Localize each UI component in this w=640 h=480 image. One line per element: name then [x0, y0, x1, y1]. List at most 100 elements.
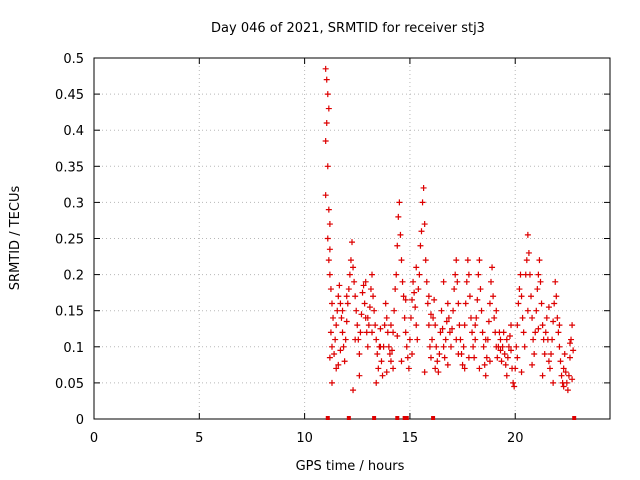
- data-point: [324, 163, 331, 170]
- data-point: [460, 343, 467, 350]
- data-point: [328, 379, 335, 386]
- data-point: [455, 351, 462, 358]
- data-point: [498, 358, 505, 365]
- data-point: [549, 336, 556, 343]
- data-point: [463, 278, 470, 285]
- data-point: [535, 325, 542, 332]
- data-point: [395, 213, 402, 220]
- data-point: [558, 372, 565, 379]
- data-point: [445, 314, 452, 321]
- data-point: [418, 228, 425, 235]
- data-point: [366, 304, 373, 311]
- data-point: [491, 314, 498, 321]
- data-point: [326, 354, 333, 361]
- data-point: [564, 387, 571, 394]
- data-point: [430, 314, 437, 321]
- data-point: [545, 304, 552, 311]
- data-point: [519, 314, 526, 321]
- data-point: [429, 336, 436, 343]
- data-point: [323, 119, 330, 126]
- data-point: [462, 300, 469, 307]
- data-point: [365, 322, 372, 329]
- data-point: [557, 358, 564, 365]
- data-point: [389, 347, 396, 354]
- data-point: [369, 271, 376, 278]
- data-point: [518, 293, 525, 300]
- data-point: [446, 329, 453, 336]
- data-point: [336, 282, 343, 289]
- axis-data-mark: [346, 416, 351, 420]
- data-point: [521, 343, 528, 350]
- data-point: [343, 293, 350, 300]
- data-point: [327, 286, 334, 293]
- data-point: [486, 358, 493, 365]
- data-point: [500, 329, 507, 336]
- data-point: [422, 257, 429, 264]
- data-point: [471, 354, 478, 361]
- data-point: [533, 307, 540, 314]
- data-point: [477, 286, 484, 293]
- axis-data-mark: [572, 416, 577, 420]
- data-point: [452, 271, 459, 278]
- data-point: [438, 307, 445, 314]
- data-point: [560, 383, 567, 390]
- data-point: [461, 365, 468, 372]
- data-point: [331, 351, 338, 358]
- y-tick-label: 0.35: [55, 160, 84, 175]
- data-point: [566, 354, 573, 361]
- data-point: [326, 271, 333, 278]
- data-point: [482, 336, 489, 343]
- data-point: [545, 358, 552, 365]
- data-point: [324, 91, 331, 98]
- data-point: [467, 314, 474, 321]
- data-point: [535, 271, 542, 278]
- data-point: [358, 311, 365, 318]
- data-point: [350, 264, 357, 271]
- data-point: [568, 336, 575, 343]
- data-point: [387, 358, 394, 365]
- data-point: [517, 271, 524, 278]
- data-point: [390, 365, 397, 372]
- data-point: [332, 336, 339, 343]
- data-point: [371, 307, 378, 314]
- data-point: [349, 239, 355, 246]
- data-point: [539, 322, 546, 329]
- data-point: [550, 318, 557, 325]
- data-point: [470, 343, 477, 350]
- data-point: [334, 307, 341, 314]
- data-point: [442, 336, 449, 343]
- data-point: [382, 300, 389, 307]
- data-point: [423, 278, 430, 285]
- data-point: [335, 293, 342, 300]
- data-point: [394, 332, 401, 339]
- data-point: [407, 314, 414, 321]
- data-point: [570, 347, 577, 354]
- data-point: [569, 322, 576, 329]
- data-point: [480, 343, 487, 350]
- data-point: [343, 318, 350, 325]
- data-point: [461, 322, 468, 329]
- data-point: [563, 379, 570, 386]
- data-point: [339, 329, 346, 336]
- data-point: [421, 221, 428, 228]
- data-point: [529, 314, 536, 321]
- data-point: [398, 358, 405, 365]
- data-point: [330, 314, 337, 321]
- data-point: [360, 282, 367, 289]
- data-point: [409, 296, 416, 303]
- data-point: [325, 257, 332, 264]
- data-point: [453, 257, 460, 264]
- data-point: [453, 336, 460, 343]
- data-point: [515, 300, 522, 307]
- data-point: [413, 264, 420, 271]
- data-point: [340, 343, 347, 350]
- data-point: [322, 138, 329, 145]
- data-point: [465, 271, 472, 278]
- x-tick-label: 0: [90, 431, 98, 446]
- axis-ticks: 0 0.05 0.1 0.15 0.2 0.25 0.3 0.35 0.4 0.45 0.5 0 5 10…: [55, 52, 610, 446]
- data-point: [337, 300, 344, 307]
- data-point: [399, 278, 406, 285]
- data-point: [397, 231, 404, 238]
- data-point: [427, 311, 434, 318]
- data-point: [502, 361, 509, 368]
